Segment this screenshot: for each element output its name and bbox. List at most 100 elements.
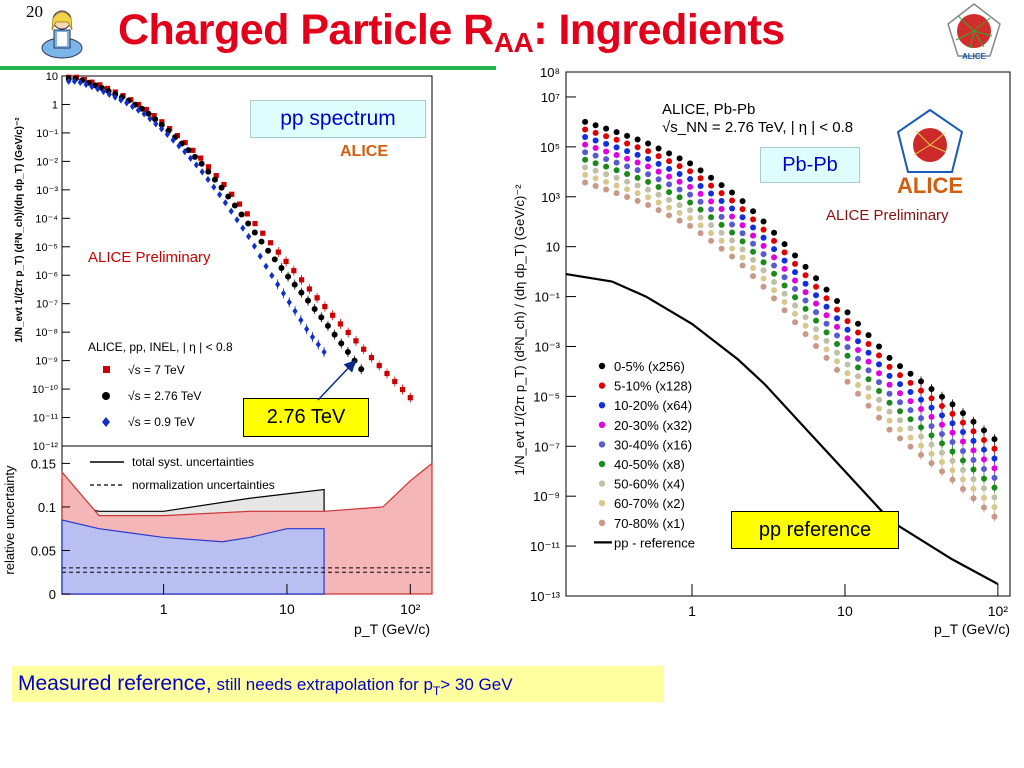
uncertainty-ylabel: relative uncertainty <box>2 465 17 575</box>
pbpb-point <box>645 155 652 162</box>
right-ylabel: 1/N_evt 1/(2π p_T) (d²N_ch) / (dη dp_T) … <box>512 184 527 476</box>
pbpb-point <box>708 222 715 229</box>
spectrum-point <box>353 338 359 344</box>
pbpb-point <box>980 475 987 482</box>
pbpb-point <box>980 494 987 501</box>
pbpb-point <box>771 295 778 302</box>
footer-main: Measured reference, <box>18 672 212 695</box>
pbpb-point <box>645 163 652 170</box>
pbpb-point <box>980 485 987 492</box>
spectrum-point <box>321 348 327 356</box>
spectrum-point <box>234 216 240 224</box>
pbpb-header-2: √s_NN = 2.76 TeV, | η | < 0.8 <box>662 119 853 136</box>
pbpb-point <box>645 178 652 185</box>
pbpb-point <box>750 273 757 280</box>
pbpb-point <box>907 425 914 432</box>
pbpb-point <box>949 467 956 474</box>
pbpb-point <box>844 318 851 325</box>
spectrum-point <box>141 110 147 118</box>
left-ytick-label: 10 <box>46 71 58 83</box>
pbpb-point <box>760 218 767 225</box>
pbpb-point <box>655 207 662 214</box>
pbpb-point <box>813 317 820 324</box>
spectrum-point <box>292 307 298 315</box>
pbpb-point <box>834 341 841 348</box>
pbpb-point <box>949 476 956 483</box>
legend-label-7tev: √s = 7 TeV <box>128 363 185 377</box>
spectrum-point <box>83 80 89 89</box>
spectrum-point <box>399 386 406 393</box>
pbpb-point <box>897 408 904 415</box>
pbpb-point <box>802 280 809 287</box>
left-ytick-label: 10⁻¹⁰ <box>32 384 59 396</box>
pbpb-point <box>739 198 746 205</box>
pbpb-callout: Pb-Pb <box>760 147 860 183</box>
spectrum-point <box>358 366 365 373</box>
pbpb-point <box>834 349 841 356</box>
pbpb-point <box>907 398 914 405</box>
legend-marker-09tev <box>102 417 110 427</box>
pbpb-point <box>613 159 620 166</box>
pbpb-point <box>676 170 683 177</box>
spectrum-point <box>145 110 152 117</box>
pbpb-point <box>886 354 893 361</box>
spectrum-point <box>260 230 266 236</box>
pbpb-point <box>949 401 956 408</box>
pbpb-point <box>876 414 883 421</box>
spectrum-point <box>330 312 336 318</box>
pbpb-point <box>844 309 851 316</box>
pbpb-point <box>876 379 883 386</box>
pbpb-point <box>928 386 935 393</box>
alice-preliminary-right: ALICE Preliminary <box>826 207 949 224</box>
pbpb-point <box>708 214 715 221</box>
spectrum-point <box>222 199 229 207</box>
left-ytick-label: 10⁻⁵ <box>35 242 58 254</box>
pbpb-point <box>645 186 652 193</box>
spectrum-point <box>198 155 204 161</box>
spectrum-point <box>271 256 278 263</box>
pbpb-point <box>970 466 977 473</box>
pbpb-point <box>792 260 799 267</box>
pbpb-point <box>907 416 914 423</box>
pbpb-point <box>813 326 820 333</box>
pbpb-point <box>771 287 778 294</box>
pbpb-point <box>781 299 788 306</box>
pbpb-point <box>676 155 683 162</box>
unc-ytick-label: 0.15 <box>31 456 56 471</box>
spectrum-point <box>193 161 199 169</box>
pbpb-point <box>760 259 767 266</box>
pbpb-point <box>760 283 767 290</box>
pbpb-point <box>823 312 830 319</box>
pbpb-point <box>918 378 925 385</box>
pbpb-point <box>876 361 883 368</box>
pbpb-point <box>834 306 841 313</box>
spectrum-point <box>331 331 338 338</box>
legend-label-276tev: √s = 2.76 TeV <box>128 389 201 403</box>
spectrum-point <box>291 268 297 274</box>
pbpb-point <box>886 399 893 406</box>
spectrum-point <box>338 340 345 347</box>
spectrum-point <box>225 193 232 200</box>
right-ytick-label: 10⁻³ <box>534 339 560 354</box>
pbpb-point <box>802 314 809 321</box>
legend-marker-centrality <box>598 480 606 487</box>
pbpb-point <box>739 214 746 221</box>
pbpb-point <box>907 443 914 450</box>
right-ytick-label: 10 <box>546 240 560 255</box>
left-ytick-label: 10⁻⁶ <box>35 270 58 282</box>
pbpb-point <box>918 451 925 458</box>
pbpb-point <box>708 198 715 205</box>
spectrum-point <box>257 252 263 260</box>
alice-preliminary-left: ALICE Preliminary <box>88 249 211 266</box>
pp-reference-callout: pp reference <box>731 511 899 549</box>
pbpb-point <box>959 457 966 464</box>
spectrum-point <box>135 106 141 114</box>
pbpb-point <box>697 222 704 229</box>
legend-label-centrality: 5-10% (x128) <box>614 379 692 394</box>
legend-total-syst: total syst. uncertainties <box>132 455 254 469</box>
spectrum-point <box>376 363 382 369</box>
pbpb-point <box>886 417 893 424</box>
pbpb-point <box>603 171 610 178</box>
pbpb-point <box>938 449 945 456</box>
pbpb-point <box>855 373 862 380</box>
